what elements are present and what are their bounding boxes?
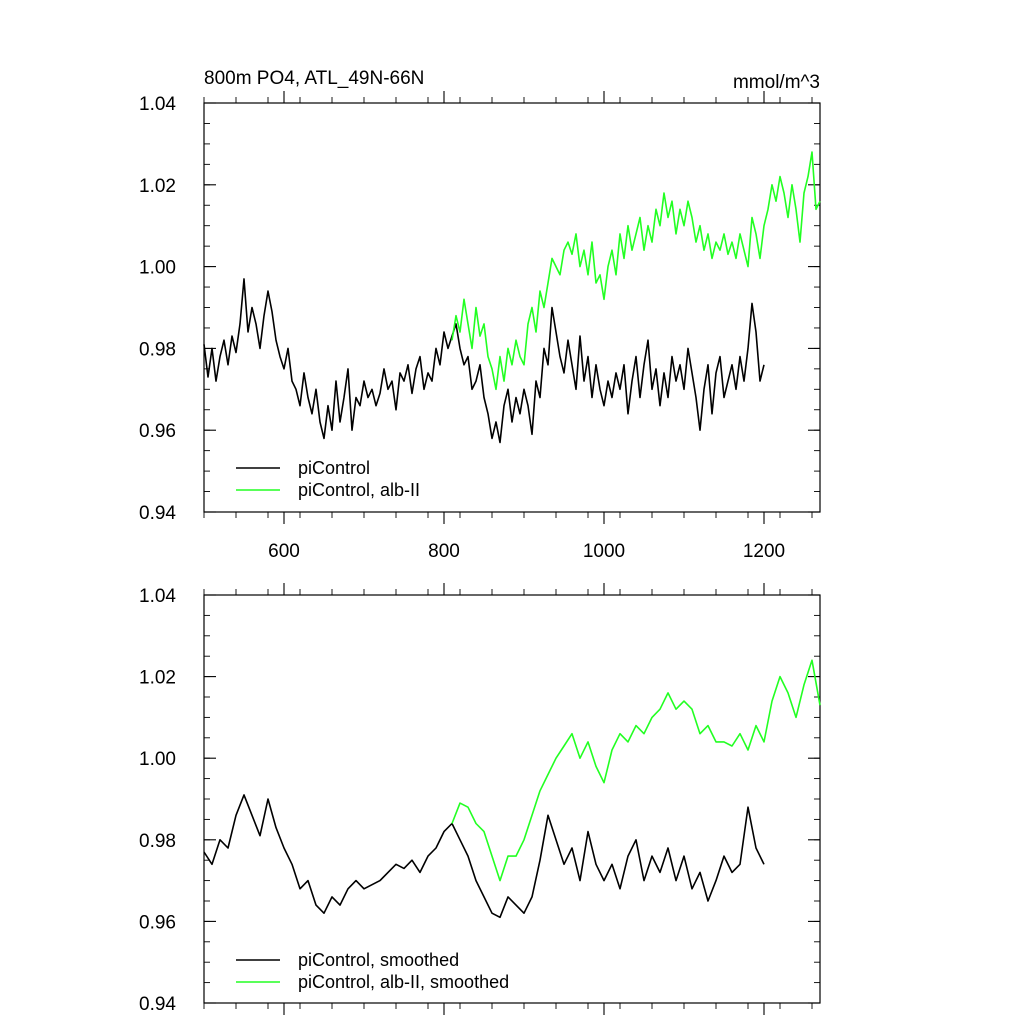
legend-label: piControl, smoothed — [298, 950, 459, 970]
legend-label: piControl, alb-II — [298, 480, 420, 500]
y-tick-label: 1.04 — [139, 586, 176, 607]
series-line-1 — [451, 659, 821, 882]
x-tick-label: 800 — [428, 541, 460, 562]
y-tick-label: 1.04 — [139, 94, 176, 115]
series-line-0 — [203, 794, 765, 919]
y-tick-label: 1.02 — [139, 176, 176, 197]
figure-title: 800m PO4, ATL_49N-66N — [204, 68, 424, 89]
x-tick-label: 1000 — [583, 541, 625, 562]
x-tick-label: 600 — [268, 541, 300, 562]
y-tick-label: 0.94 — [139, 994, 176, 1015]
plot-frame — [203, 102, 821, 513]
y-tick-label: 1.00 — [139, 258, 176, 279]
plot-frame — [203, 594, 821, 1004]
y-tick-label: 0.96 — [139, 421, 176, 442]
y-tick-label: 1.02 — [139, 668, 176, 689]
figure-units: mmol/m^3 — [733, 72, 820, 93]
x-tick-label: 1200 — [743, 541, 785, 562]
y-tick-label: 0.98 — [139, 339, 176, 360]
y-tick-label: 1.00 — [139, 749, 176, 770]
series-line-0 — [203, 278, 765, 444]
legend-label: piControl — [298, 458, 370, 478]
y-tick-label: 0.96 — [139, 912, 176, 933]
bottom-panel: 0.94 0.96 0.98 1.00 1.02 1.04 piControl, smoot… — [139, 583, 821, 1015]
legend-label: piControl, alb-II, smoothed — [298, 972, 509, 992]
y-tick-label: 0.98 — [139, 831, 176, 852]
top-panel: 0.94 0.96 0.98 1.00 1.02 1.04 600 800 1000 1200 pi… — [139, 91, 821, 562]
series-line-1 — [451, 151, 821, 391]
y-tick-label: 0.94 — [139, 503, 176, 524]
